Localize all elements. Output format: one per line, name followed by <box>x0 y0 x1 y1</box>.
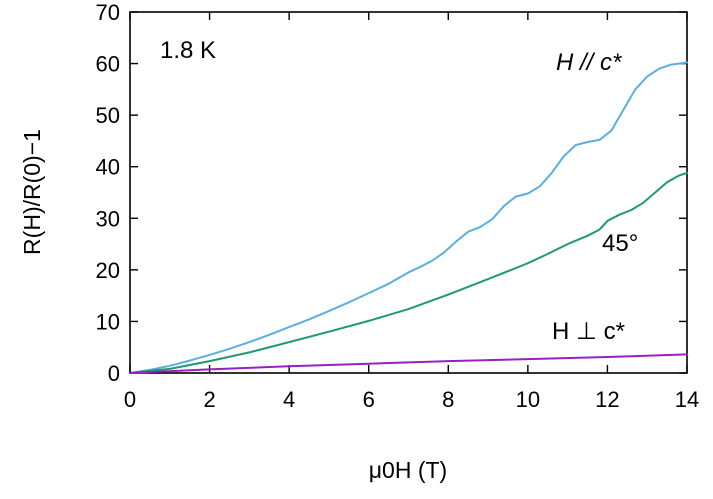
y-tick-label: 10 <box>96 309 120 334</box>
plot-frame <box>129 11 688 374</box>
angle-annotation: 45° <box>602 230 638 257</box>
y-axis-title: R(H)/R(0)−1 <box>19 129 45 255</box>
x-tick-label: 6 <box>363 387 375 412</box>
x-tick-label: 2 <box>203 387 215 412</box>
x-tick-label: 12 <box>595 387 619 412</box>
y-tick-label: 60 <box>96 52 120 77</box>
y-tick-label: 70 <box>96 0 120 25</box>
x-tick-label: 10 <box>516 387 540 412</box>
y-tick-label: 50 <box>96 103 120 128</box>
x-tick-label: 4 <box>283 387 295 412</box>
x-tick-label: 0 <box>124 387 136 412</box>
series-line-parallel <box>129 61 688 374</box>
series-line-perpendicular <box>129 353 688 374</box>
temperature-annotation: 1.8 K <box>160 37 216 64</box>
y-tick-label: 40 <box>96 155 120 180</box>
series-layer <box>129 61 688 374</box>
y-tick-label: 0 <box>108 361 120 386</box>
perpendicular-annotation: H ⊥ c* <box>552 318 625 345</box>
y-tick-labels: 0 10 20 30 40 50 60 70 <box>96 0 120 386</box>
series-line-angle <box>129 171 688 374</box>
x-axis-title: μ0H (T) <box>369 457 447 483</box>
x-tick-label: 14 <box>675 387 699 412</box>
x-tick-labels: 0 2 4 6 8 10 12 14 <box>124 387 699 412</box>
parallel-annotation: H // c* <box>556 49 622 76</box>
y-tick-label: 20 <box>96 258 120 283</box>
x-tick-label: 8 <box>442 387 454 412</box>
y-tick-label: 30 <box>96 206 120 231</box>
